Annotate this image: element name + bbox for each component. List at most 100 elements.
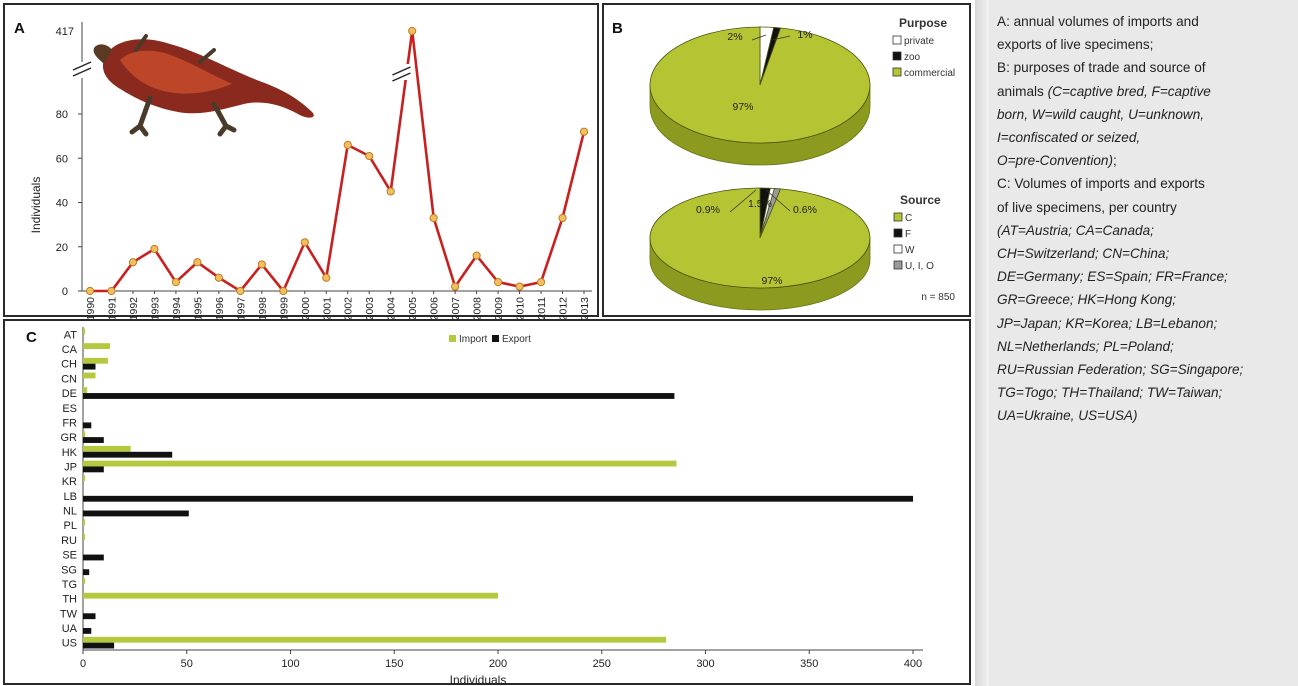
caption-text: B: purposes of trade and source of <box>997 60 1206 76</box>
panel-c-category-label: JP <box>64 461 77 473</box>
panel-a-point <box>150 244 159 254</box>
panel-c-frame <box>3 319 971 685</box>
export-bar <box>83 613 96 620</box>
figure-caption: A: annual volumes of imports and exports … <box>989 0 1298 686</box>
caption-line: A: annual volumes of imports and <box>997 10 1288 33</box>
caption-text: ; <box>1113 153 1117 169</box>
panel-c-category-label: DE <box>62 388 77 400</box>
caption-text: O=pre-Convention) <box>997 153 1113 169</box>
panel-a-point <box>558 213 567 223</box>
pie-2-leader <box>729 189 757 213</box>
panel-c-category-label: PL <box>64 520 77 532</box>
pie-2-label-c: 97% <box>761 275 782 287</box>
export-bar <box>83 466 104 473</box>
panel-a-point <box>429 213 438 223</box>
panel-a-line-break-mark <box>392 66 411 82</box>
import-bar <box>83 475 86 482</box>
panel-a-point <box>472 251 481 260</box>
import-bar <box>83 387 88 394</box>
panel-c-category-label: US <box>62 638 77 650</box>
panel-a-x-tick-label: 2002 <box>343 297 355 321</box>
pie-slice <box>649 187 871 289</box>
import-bar <box>83 534 86 540</box>
caption-line: I=confiscated or seized, <box>997 126 1288 149</box>
import-bar <box>83 445 131 452</box>
panel-a-point <box>343 140 352 150</box>
legend-label: U, I, O <box>905 261 934 272</box>
panel-a-y-tick-label: 20 <box>56 242 68 254</box>
legend-label: W <box>905 245 915 256</box>
caption-text: GR=Greece; HK=Hong Kong; <box>997 292 1177 308</box>
legend-label: commercial <box>904 68 955 79</box>
panel-c-category-label: HK <box>62 447 78 459</box>
panel-a-x-tick-label: 2006 <box>429 297 441 321</box>
import-bar <box>83 592 498 599</box>
panel-c-category-label: NL <box>63 506 77 518</box>
import-bar <box>83 578 86 584</box>
panel-c-x-tick-label: 200 <box>489 658 507 670</box>
legend-label: F <box>905 229 911 240</box>
import-bar <box>83 636 667 643</box>
pie-1-leader <box>751 34 767 41</box>
pie-2-label-u-i-o: 0.9% <box>696 204 720 216</box>
panel-a-point <box>279 286 288 296</box>
salamander-upper-legs <box>134 34 216 64</box>
panel-c-category-label: RU <box>61 535 77 547</box>
panel-a-point <box>579 127 589 136</box>
pie-1-label-zoo: 1% <box>797 29 812 41</box>
panel-c-category-label: TW <box>60 608 78 620</box>
panel-c-x-tick-label: 400 <box>904 658 922 670</box>
panel-a-point <box>107 286 116 296</box>
panel-a-point <box>493 278 503 287</box>
panel-c-bar-chart: C 0 50 100 150 200 250 300 350 400 Individuals AT CA… <box>3 319 971 686</box>
panel-c-letter: C <box>26 329 37 346</box>
pie-1-legend: Purpose private zoo commercial <box>892 16 955 79</box>
panel-a-x-tick-label: 1994 <box>171 297 183 321</box>
panel-c-category-label: SE <box>62 550 77 562</box>
caption-line: C: Volumes of imports and exports <box>997 172 1288 195</box>
salamander-spots <box>120 50 232 94</box>
panel-a-y-axis-title: Individuals <box>29 177 43 234</box>
panel-a-point <box>300 238 309 247</box>
pie-slice <box>649 26 871 144</box>
panel-b-pie-charts: B 2% 1% 97% 0.9% 1.5% 0.6% 97% Purpose private zoo… <box>602 3 971 317</box>
caption-text: TG=Togo; TH=Thailand; TW=Taiwan; <box>997 385 1223 401</box>
caption-text: animals <box>997 83 1048 99</box>
panel-c-legend: Import Export <box>449 334 531 345</box>
legend-swatch <box>893 244 903 254</box>
panel-a-point <box>536 278 546 287</box>
caption-text: (C=captive bred, F=captive <box>1047 83 1211 99</box>
caption-line: exports of live specimens; <box>997 33 1288 56</box>
caption-line: O=pre-Convention); <box>997 149 1288 172</box>
panel-a-frame <box>3 3 599 317</box>
legend-swatch <box>892 51 902 61</box>
caption-line: B: purposes of trade and source of <box>997 56 1288 79</box>
panel-a-point <box>214 273 223 282</box>
caption-text: exports of live specimens; <box>997 37 1154 53</box>
panel-c-category-label: SG <box>61 564 77 576</box>
caption-text: RU=Russian Federation; SG=Singapore; <box>997 362 1244 378</box>
export-bar <box>83 451 173 458</box>
panel-c-x-tick-label: 100 <box>281 658 299 670</box>
panel-a-x-tick-label: 1996 <box>214 297 226 321</box>
legend-swatch <box>893 228 903 238</box>
legend-swatch <box>893 260 903 270</box>
panel-c-category-label: GR <box>61 432 78 444</box>
panel-a-x-tick-label: 1993 <box>149 297 161 321</box>
sample-size-note: n = 850 <box>921 292 955 303</box>
caption-line: animals (C=captive bred, F=captive <box>997 80 1288 103</box>
import-bar <box>83 372 96 379</box>
panel-a-x-tick-label: 2008 <box>472 297 484 321</box>
legend-swatch <box>892 35 902 45</box>
caption-line: (AT=Austria; CA=Canada; <box>997 219 1288 242</box>
export-bar <box>83 495 913 502</box>
panel-a-letter: A <box>14 20 25 37</box>
panel-a-point <box>193 258 202 267</box>
panel-c-category-label: ES <box>62 403 77 415</box>
legend-title: Purpose <box>899 16 947 30</box>
panel-c-category-label: TG <box>62 579 77 591</box>
panel-a-x-tick-label: 2011 <box>536 297 548 320</box>
panel-a-y-tick-label: 40 <box>56 198 68 210</box>
figure-canvas: A 0 20 40 60 80 417 Individuals 1990 1991 1992 1993… <box>3 3 971 686</box>
import-bar <box>83 460 677 467</box>
